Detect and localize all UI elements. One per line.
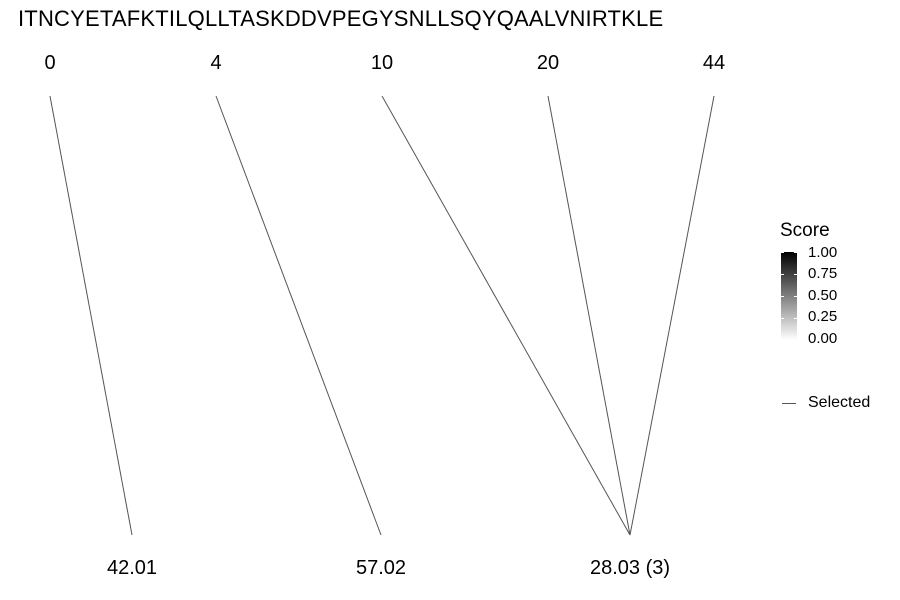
top-label: 44 bbox=[702, 52, 726, 74]
top-label: 10 bbox=[370, 52, 394, 74]
top-label: 20 bbox=[536, 52, 560, 74]
top-label: 0 bbox=[44, 52, 56, 74]
link-line bbox=[215, 95, 382, 536]
bottom-label: 57.02 bbox=[355, 557, 407, 579]
link-line bbox=[629, 95, 715, 536]
legend-title: Score bbox=[780, 220, 830, 241]
score-colorbar bbox=[781, 252, 797, 340]
selected-line-swatch bbox=[782, 402, 796, 404]
legend-tick: 1.00 bbox=[808, 244, 838, 261]
legend-tick: 0.25 bbox=[808, 308, 838, 325]
link-line bbox=[49, 95, 133, 536]
link-line bbox=[547, 95, 631, 536]
top-label: 4 bbox=[210, 52, 222, 74]
score-legend: Score 1.00 0.75 0.50 0.25 0.00 Selected bbox=[780, 220, 870, 411]
sequence-title: ITNCYETAFKTILQLLTASKDDVPEGYSNLLSQYQAALVN… bbox=[18, 6, 664, 31]
selected-label: Selected bbox=[808, 394, 871, 411]
bottom-label: 28.03 (3) bbox=[589, 557, 671, 579]
bottom-label: 42.01 bbox=[106, 557, 158, 579]
legend-tick: 0.50 bbox=[808, 287, 838, 304]
legend-tick: 0.00 bbox=[808, 330, 838, 347]
link-line bbox=[381, 95, 631, 536]
selected-legend-entry: Selected bbox=[780, 394, 870, 412]
legend-tick: 0.75 bbox=[808, 265, 838, 282]
